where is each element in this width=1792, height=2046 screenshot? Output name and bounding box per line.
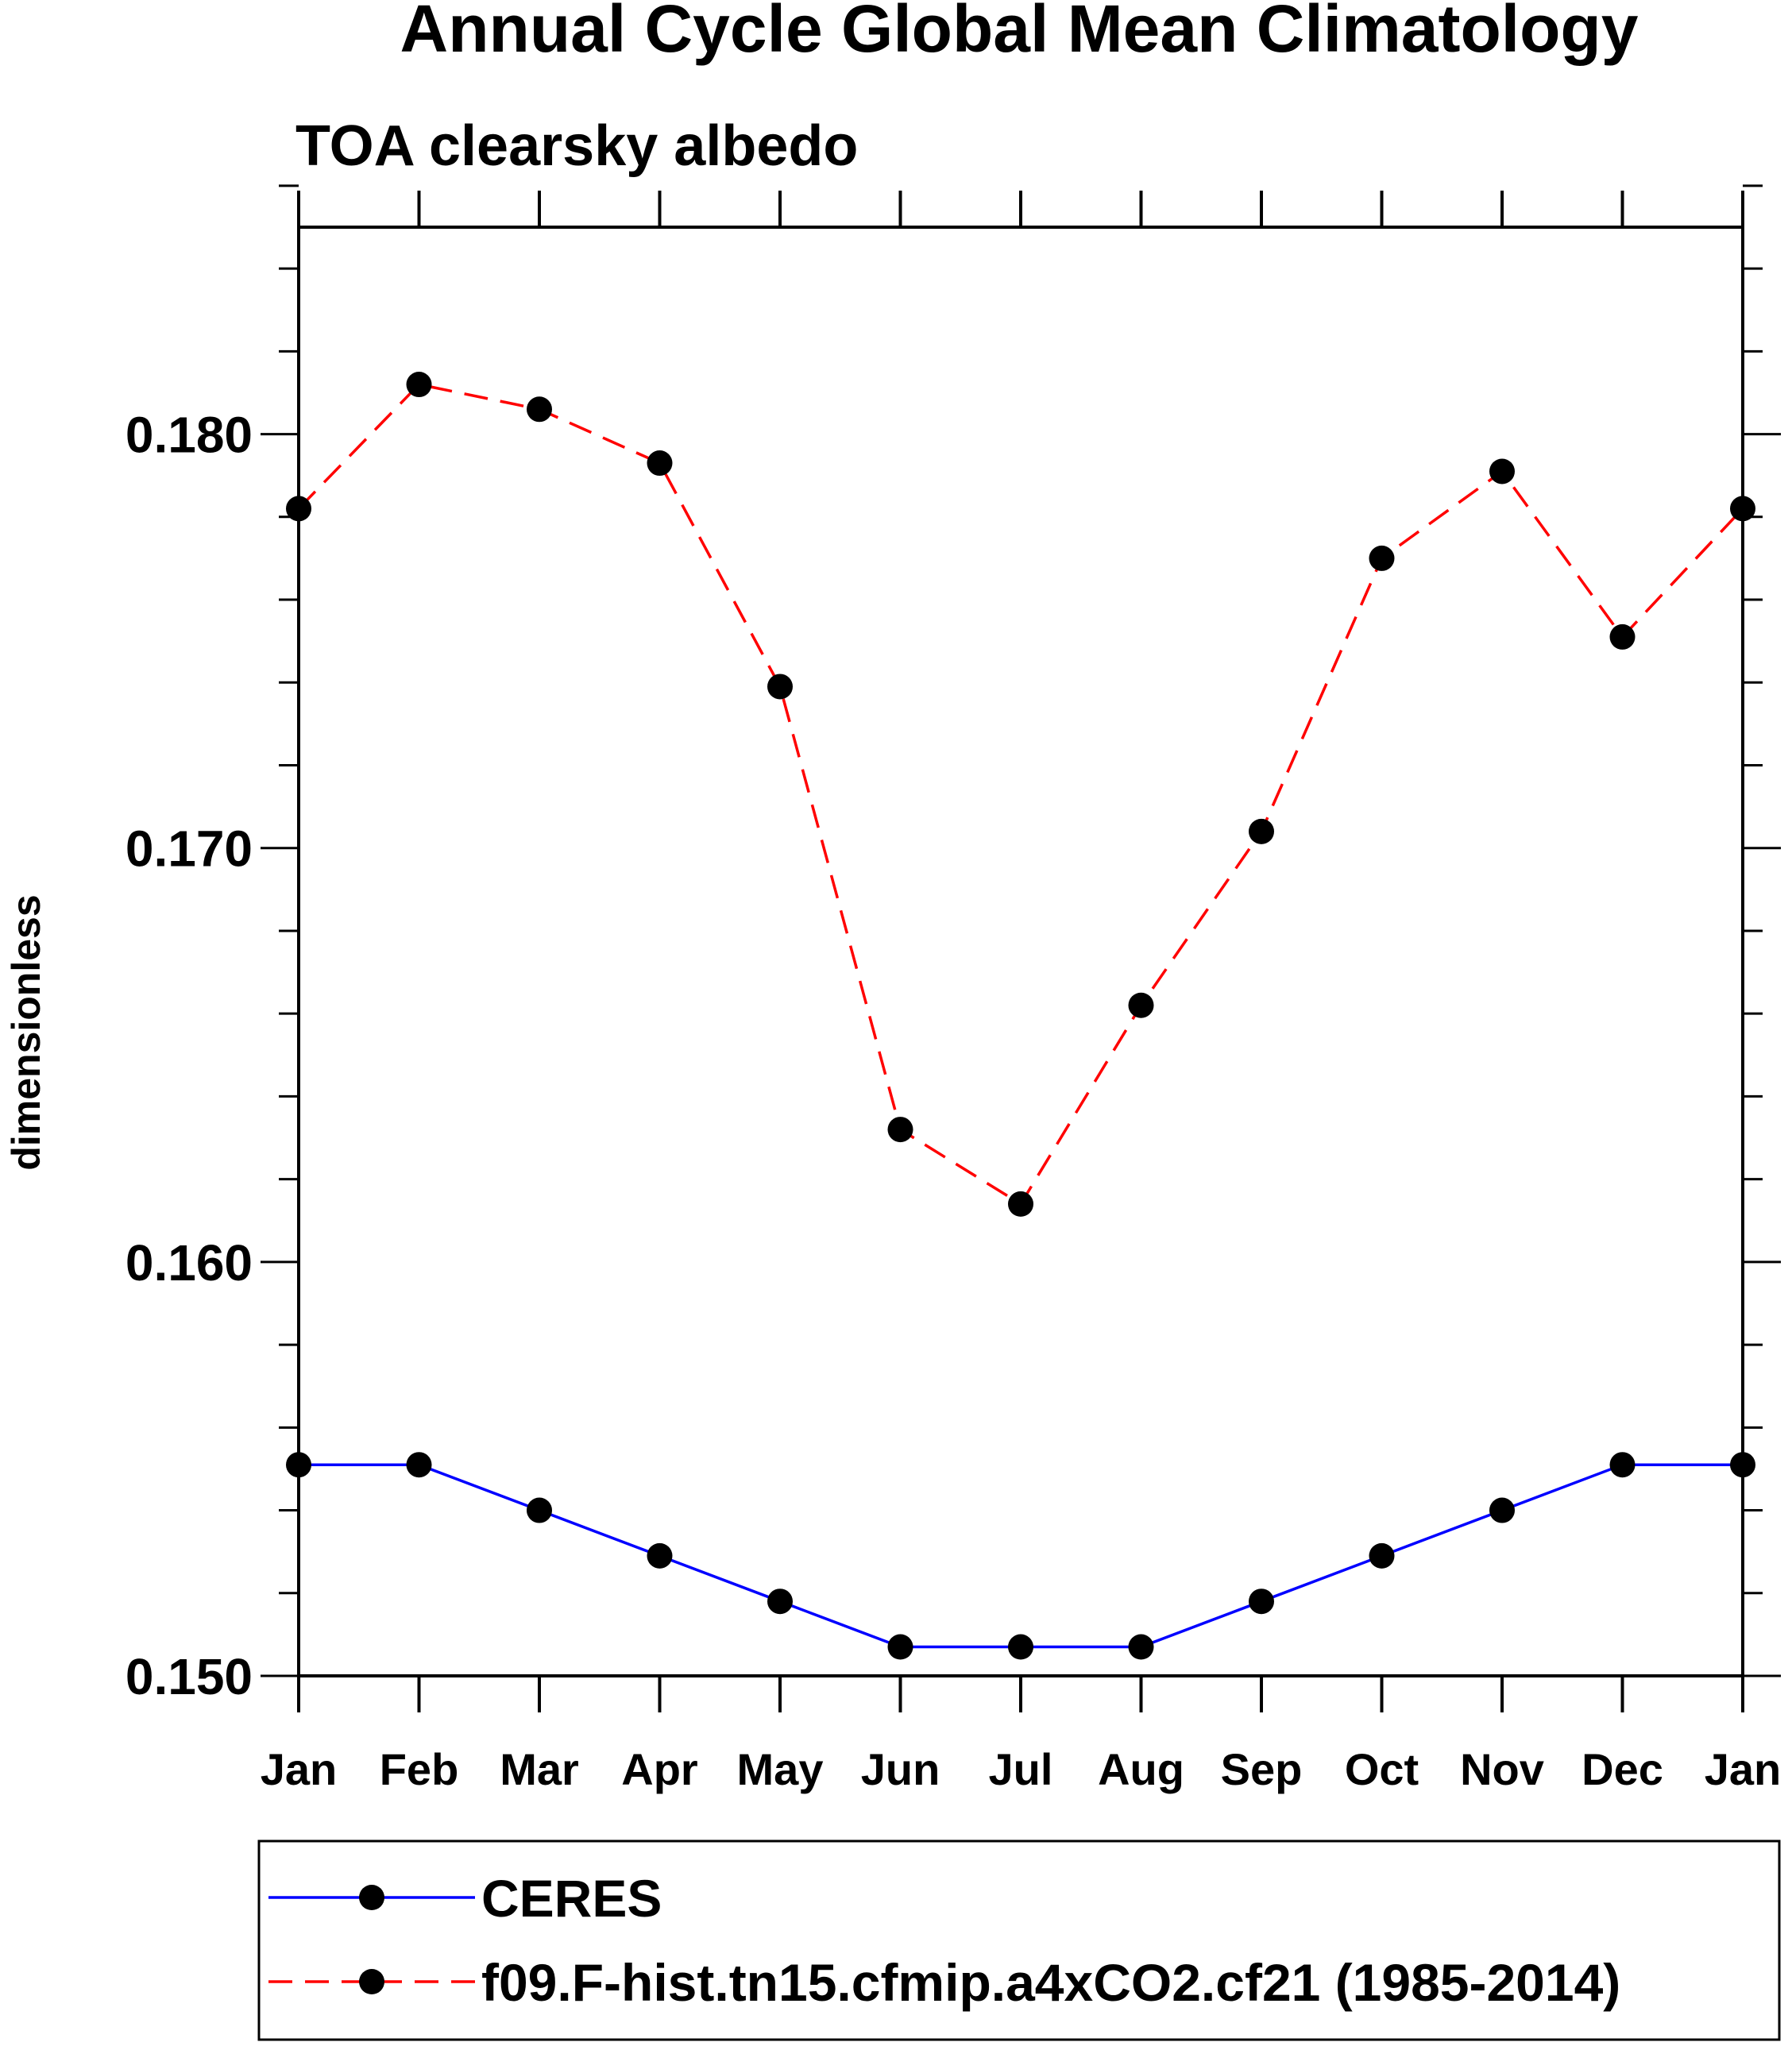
- y-tick-label: 0.160: [126, 1234, 253, 1291]
- y-axis-label: dimensionless: [4, 894, 48, 1170]
- plot-frame: [297, 226, 1744, 1677]
- x-tick-label: Jan: [1705, 1744, 1782, 1794]
- data-point: [1730, 1452, 1755, 1478]
- x-tick-label: Dec: [1582, 1744, 1663, 1794]
- data-point: [1249, 1589, 1274, 1615]
- y-tick-label: 0.170: [126, 820, 253, 878]
- data-point: [767, 1589, 793, 1615]
- chart-title: Annual Cycle Global Mean Climatology: [400, 0, 1639, 66]
- y-tick-label: 0.180: [126, 407, 253, 464]
- x-tick-label: Sep: [1221, 1744, 1303, 1794]
- x-tick-label: Aug: [1098, 1744, 1184, 1794]
- x-tick-label: Oct: [1345, 1744, 1419, 1794]
- data-point: [1489, 458, 1515, 484]
- data-point: [1609, 623, 1636, 650]
- data-point: [1128, 992, 1154, 1018]
- y-tick-label: 0.150: [126, 1648, 253, 1705]
- legend-marker-0: [359, 1885, 384, 1910]
- x-tick-label: Jun: [861, 1744, 940, 1794]
- chart-subtitle: TOA clearsky albedo: [295, 114, 858, 178]
- data-point: [527, 396, 552, 423]
- legend-label-1: f09.F-hist.tn15.cfmip.a4xCO2.cf21 (1985-…: [481, 1953, 1620, 2012]
- x-tick-label: Nov: [1460, 1744, 1544, 1794]
- legend-label-0: CERES: [481, 1869, 662, 1928]
- data-point: [1609, 1452, 1636, 1478]
- data-point: [767, 674, 793, 700]
- axis-ticks: [261, 184, 1781, 1712]
- x-tick-label: Jul: [989, 1744, 1053, 1794]
- data-point: [1369, 1542, 1395, 1569]
- data-point: [1489, 1497, 1515, 1523]
- data-point: [1008, 1634, 1033, 1660]
- y-tick-labels: 0.150 0.160 0.170 0.180: [126, 407, 253, 1705]
- x-tick-label: Apr: [621, 1744, 697, 1794]
- data-point: [406, 1452, 432, 1478]
- data-point: [647, 450, 673, 477]
- data-point: [406, 372, 432, 398]
- data-point: [1730, 496, 1755, 522]
- data-point: [647, 1542, 673, 1569]
- x-tick-label: Jan: [261, 1744, 338, 1794]
- data-point: [1128, 1634, 1154, 1660]
- legend-marker-1: [359, 1969, 384, 1994]
- data-series: [286, 372, 1755, 1660]
- legend-box: [257, 1839, 1781, 2041]
- data-point: [887, 1117, 913, 1143]
- series-line-1: [297, 383, 1744, 1206]
- x-tick-labels: Jan Feb Mar Apr May Jun Jul Aug Sep Oct Nov Dec Jan: [261, 1744, 1782, 1794]
- series-line-0: [299, 1463, 1743, 1649]
- data-point: [887, 1634, 913, 1660]
- data-point: [286, 496, 311, 522]
- x-tick-label: Mar: [500, 1744, 579, 1794]
- x-tick-label: May: [737, 1744, 824, 1794]
- data-point: [1369, 545, 1395, 571]
- legend: CERES f09.F-hist.tn15.cfmip.a4xCO2.cf21 (…: [268, 1869, 1620, 2012]
- data-point: [527, 1497, 552, 1523]
- x-tick-label: Feb: [380, 1744, 459, 1794]
- data-point: [1249, 818, 1274, 844]
- data-point: [286, 1452, 311, 1478]
- data-point: [1008, 1191, 1033, 1217]
